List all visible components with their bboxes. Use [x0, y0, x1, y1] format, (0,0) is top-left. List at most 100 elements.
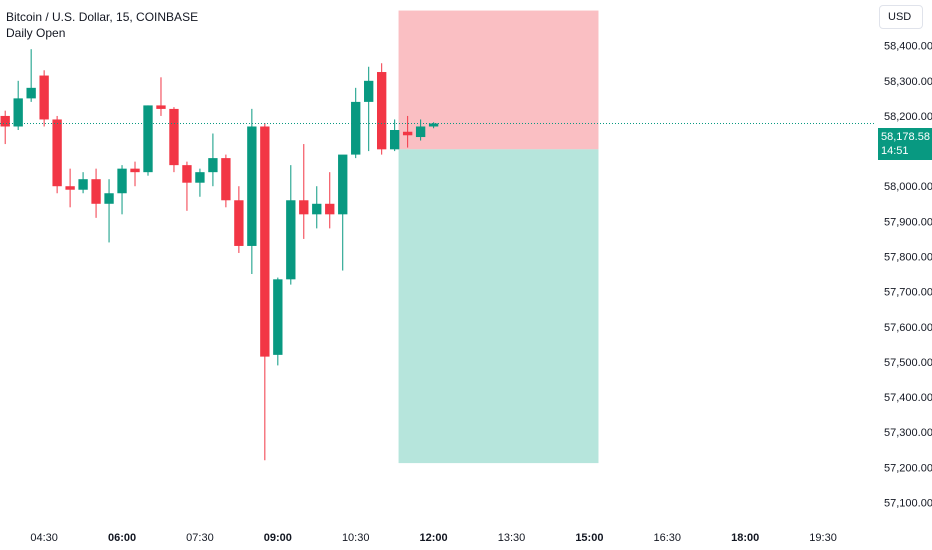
candle-body — [286, 200, 296, 280]
candle — [260, 122, 270, 461]
candle-body — [91, 179, 101, 204]
candle — [325, 172, 335, 229]
y-tick-label: 57,300.00 — [884, 427, 932, 439]
candle-body — [351, 101, 361, 155]
candle — [312, 186, 322, 229]
bar-countdown: 14:51 — [881, 145, 909, 157]
candle — [221, 154, 231, 208]
candle-body — [78, 179, 88, 190]
candle — [208, 133, 218, 187]
candle-body — [273, 279, 283, 355]
stop-loss-zone[interactable] — [398, 10, 599, 150]
y-tick-label: 57,900.00 — [884, 216, 932, 228]
candle-body — [221, 158, 231, 201]
candle — [299, 144, 309, 239]
candle — [377, 63, 387, 155]
candle — [78, 172, 88, 194]
candle — [428, 122, 439, 129]
candle — [13, 80, 23, 130]
candle — [130, 161, 140, 187]
candle-body — [260, 126, 270, 357]
candle-body — [299, 200, 309, 215]
y-tick-label: 58,400.00 — [884, 41, 932, 53]
candle-body — [364, 80, 374, 102]
y-tick-label: 58,300.00 — [884, 76, 932, 88]
x-tick-label: 13:30 — [498, 532, 526, 544]
candle-body — [156, 105, 166, 109]
x-tick-label: 12:00 — [420, 532, 448, 544]
take-profit-zone[interactable] — [398, 149, 599, 464]
candle — [104, 179, 114, 243]
indicator-label[interactable]: Daily Open — [6, 26, 66, 40]
y-tick-label: 57,200.00 — [884, 462, 932, 474]
candle — [65, 168, 75, 208]
time-axis[interactable]: 04:30 06:00 07:30 09:00 10:30 12:00 13:30 15:00… — [30, 532, 836, 544]
x-tick-label: 04:30 — [30, 532, 58, 544]
candle-body — [26, 87, 36, 99]
x-tick-label: 15:00 — [575, 532, 603, 544]
candle-body — [143, 105, 153, 173]
candle-body — [39, 75, 49, 120]
x-tick-label: 07:30 — [186, 532, 214, 544]
last-price-value: 58,178.58 — [881, 131, 930, 143]
candle-body — [247, 126, 257, 246]
x-tick-label: 19:30 — [809, 532, 837, 544]
candle — [169, 107, 179, 173]
candle-body — [234, 200, 244, 246]
candle-body — [169, 108, 179, 166]
candle-body — [208, 158, 218, 173]
candle-body — [13, 98, 23, 127]
candle — [91, 168, 101, 218]
position-zones — [398, 10, 599, 464]
candle-body — [104, 193, 114, 204]
candle-body — [415, 126, 426, 138]
price-axis[interactable]: 58,400.0058,300.0058,200.0058,100.0058,0… — [884, 41, 932, 510]
candle-body — [428, 123, 439, 127]
candle — [273, 277, 283, 366]
x-tick-label: 09:00 — [264, 532, 292, 544]
candle-body — [402, 131, 413, 136]
y-tick-label: 58,000.00 — [884, 181, 932, 193]
candle-body — [130, 168, 140, 173]
y-tick-label: 57,600.00 — [884, 322, 932, 334]
candle — [364, 66, 374, 152]
currency-button[interactable]: USD — [879, 5, 923, 29]
candle — [286, 165, 296, 285]
y-tick-label: 57,400.00 — [884, 392, 932, 404]
candle-body — [377, 72, 387, 150]
x-tick-label: 10:30 — [342, 532, 370, 544]
currency-label: USD — [888, 11, 912, 23]
x-tick-label: 16:30 — [654, 532, 682, 544]
candle-body — [117, 168, 127, 194]
candle — [39, 70, 49, 127]
candle — [234, 186, 244, 253]
candle — [389, 119, 400, 152]
y-tick-label: 57,500.00 — [884, 357, 932, 369]
x-tick-label: 18:00 — [731, 532, 759, 544]
candle-body — [52, 119, 62, 187]
y-tick-label: 57,700.00 — [884, 287, 932, 299]
candle — [156, 77, 166, 116]
y-tick-label: 57,800.00 — [884, 251, 932, 263]
y-tick-label: 58,200.00 — [884, 111, 932, 123]
symbol-title: Bitcoin / U.S. Dollar, 15, COINBASE — [6, 10, 199, 24]
candle-body — [389, 130, 400, 150]
candle-body — [312, 203, 322, 215]
candle — [117, 165, 127, 215]
candle — [351, 87, 361, 159]
candle-body — [325, 203, 335, 215]
candles — [0, 49, 439, 461]
y-tick-label: 57,100.00 — [884, 497, 932, 509]
candle — [26, 49, 36, 102]
candle-body — [338, 154, 348, 215]
candle — [402, 115, 413, 148]
candle — [247, 108, 257, 275]
candle — [195, 168, 205, 197]
candle-body — [195, 172, 205, 183]
candle — [182, 161, 192, 211]
candle-body — [0, 115, 10, 127]
candle — [143, 105, 153, 176]
last-price-label: 58,178.58 14:51 — [878, 128, 932, 160]
candle — [338, 154, 348, 271]
